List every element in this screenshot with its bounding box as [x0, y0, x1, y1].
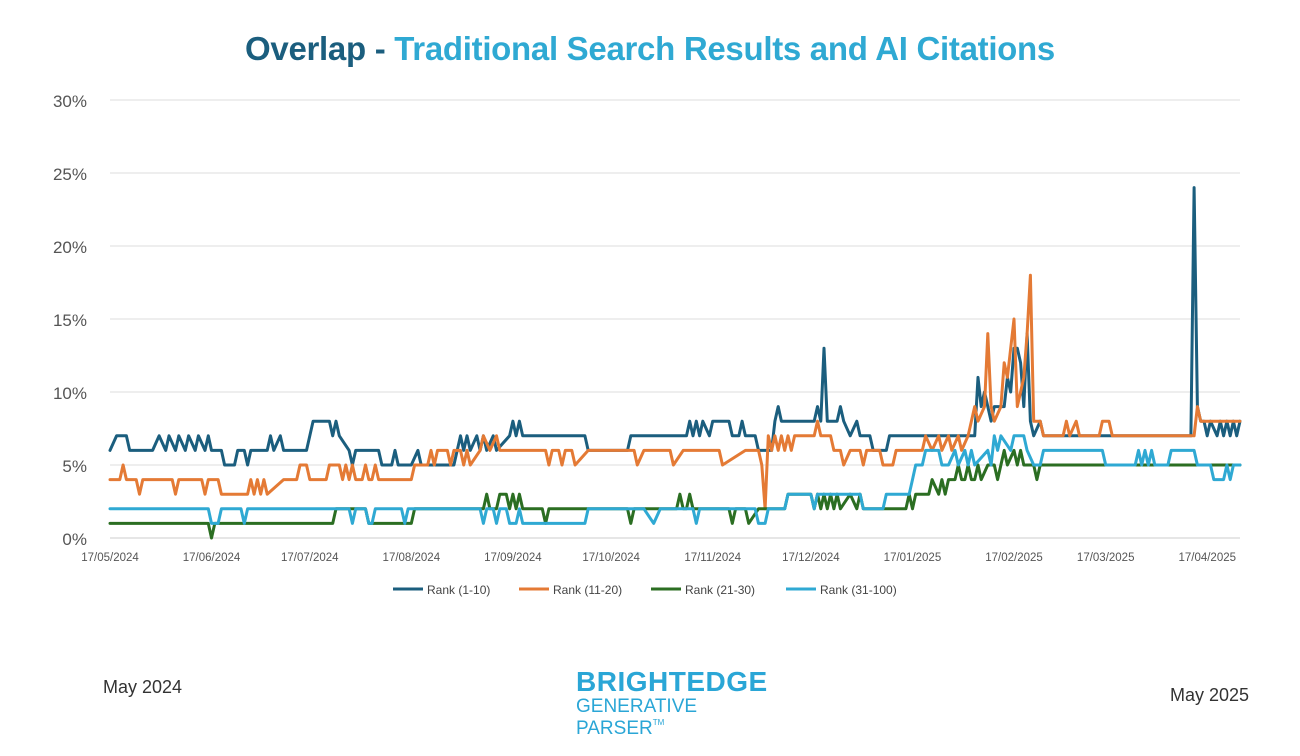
logo-sub-text: GENERATIVE PARSERTM: [576, 696, 790, 740]
x-tick-label: 17/07/2024: [281, 552, 339, 564]
series-line-2: [108, 273, 1242, 511]
series-line-4: [108, 434, 1242, 525]
start-date-label: May 2024: [103, 677, 183, 697]
chart-title-part1: Overlap -: [245, 30, 395, 67]
y-tick-label: 0%: [62, 530, 87, 549]
logo-product-name: GENERATIVE PARSER: [576, 696, 698, 739]
y-tick-label: 15%: [53, 311, 87, 330]
x-tick-label: 17/03/2025: [1077, 552, 1135, 564]
legend-label: Rank (11-20): [553, 583, 622, 597]
y-tick-label: 20%: [53, 238, 87, 257]
line-chart: 0% 5% 10% 15% 20% 25% 30% 17/05/2024 17/06/2024 1…: [53, 92, 1242, 597]
series-line-3: [108, 448, 1242, 540]
series-line-1: [108, 186, 1242, 467]
brightedge-logo: BRIGHTEDGE GENERATIVE PARSERTM: [560, 666, 790, 740]
chart-title-part2: Traditional Search Results and AI Citati…: [394, 30, 1055, 67]
x-tick-label: 17/10/2024: [582, 552, 640, 564]
x-tick-label: 17/11/2024: [684, 552, 741, 564]
x-tick-label: 17/05/2024: [81, 552, 139, 564]
x-tick-label: 17/08/2024: [383, 552, 441, 564]
end-date-label: May 2025: [1170, 685, 1250, 705]
y-tick-label: 5%: [62, 457, 87, 476]
logo-brand-text: BRIGHTEDGE: [576, 666, 768, 697]
logo-trademark: TM: [652, 718, 665, 727]
legend-label: Rank (1-10): [427, 583, 490, 597]
x-tick-label: 17/02/2025: [985, 552, 1043, 564]
x-tick-label: 17/04/2025: [1178, 552, 1236, 564]
chart-title: Overlap - Traditional Search Results and…: [0, 30, 1300, 68]
y-tick-label: 30%: [53, 92, 87, 111]
y-tick-label: 10%: [53, 384, 87, 403]
x-tick-label: 17/06/2024: [183, 552, 241, 564]
x-tick-label: 17/09/2024: [484, 552, 542, 564]
legend-label: Rank (21-30): [685, 583, 755, 597]
legend-label: Rank (31-100): [820, 583, 897, 597]
x-tick-label: 17/01/2025: [884, 552, 942, 564]
x-tick-label: 17/12/2024: [782, 552, 840, 564]
y-tick-label: 25%: [53, 165, 87, 184]
